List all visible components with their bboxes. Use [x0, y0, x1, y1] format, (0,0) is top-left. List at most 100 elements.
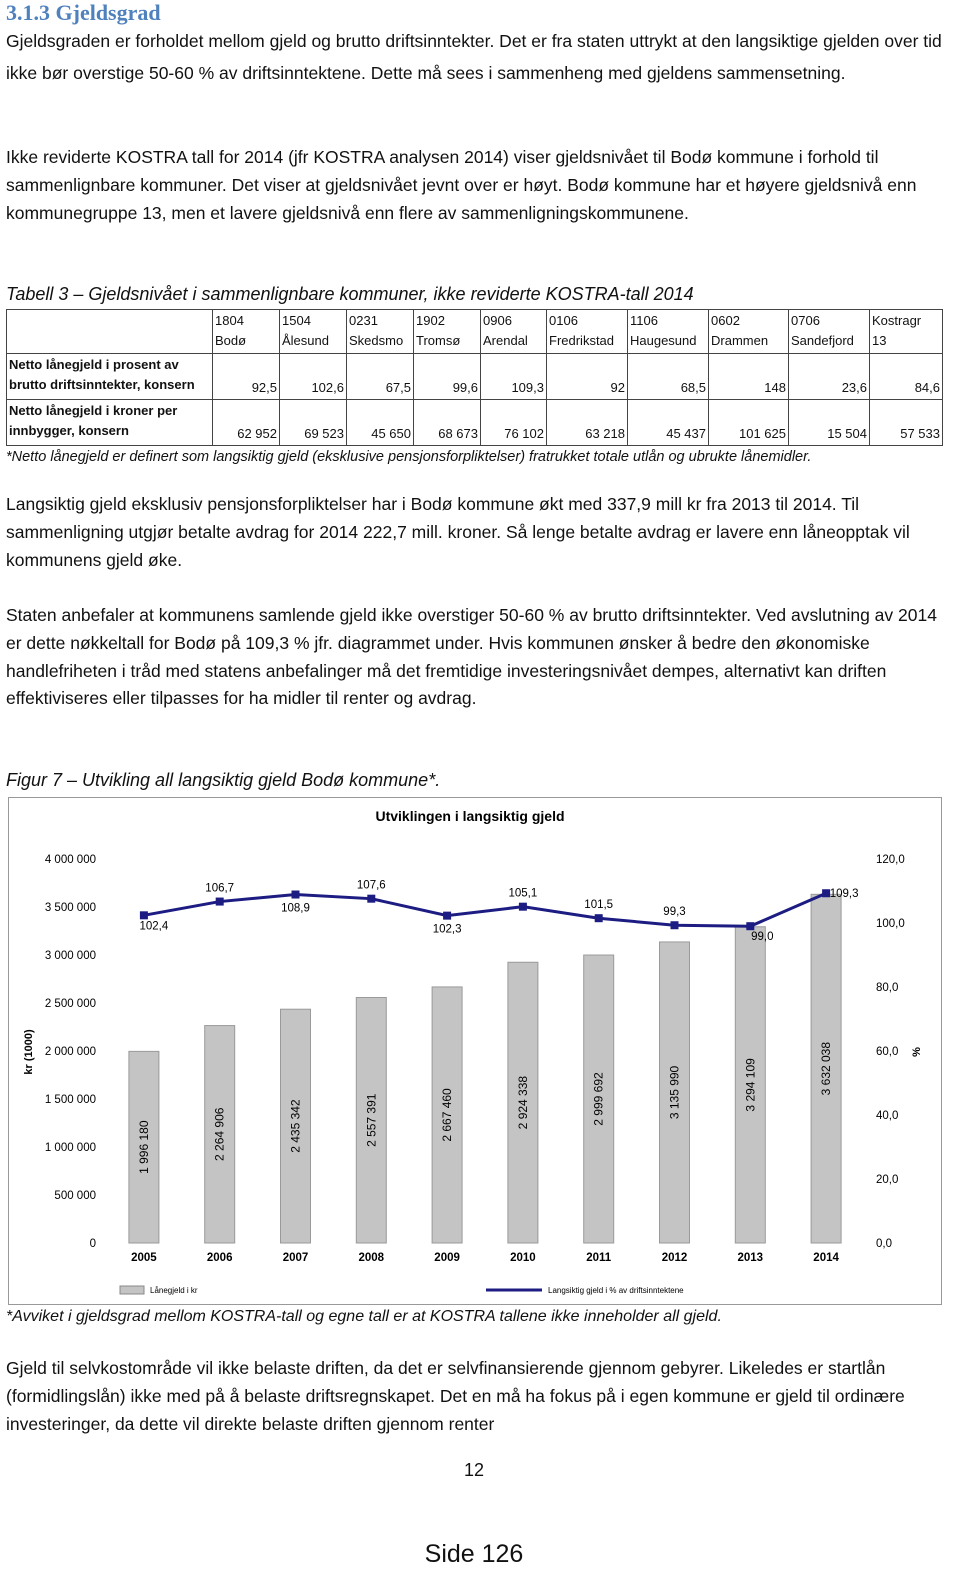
table-cell: 69 523 — [279, 399, 347, 446]
header-text: 0231 — [349, 313, 378, 328]
line-label: 105,1 — [509, 888, 538, 900]
paragraph: Staten anbefaler at kommunens samlende g… — [6, 605, 937, 709]
figure-note: *Avviket i gjeldsgrad mellom KOSTRA-tall… — [6, 1308, 722, 1325]
bar — [734, 926, 766, 1244]
line-label: 102,4 — [140, 920, 169, 932]
line-label: 99,0 — [751, 931, 773, 943]
line-label: 102,3 — [433, 924, 462, 936]
table-cell: 109,3 — [480, 353, 547, 400]
page-number: 12 — [463, 1460, 485, 1480]
y2-tick-label: 20,0 — [876, 1174, 898, 1186]
bar — [810, 893, 842, 1244]
label-text: Netto lånegjeld i kroner per — [9, 403, 178, 418]
paragraph: Ikke reviderte KOSTRA tall for 2014 (jfr… — [6, 147, 917, 223]
x-tick-label: 2012 — [662, 1252, 688, 1264]
legend-swatch — [119, 1285, 145, 1295]
line-marker — [746, 922, 755, 931]
y-tick-label: 3 500 000 — [45, 902, 96, 914]
table-cell: 99,6 — [413, 353, 481, 400]
table-cell: 45 437 — [627, 399, 709, 446]
line-label: 101,5 — [584, 899, 613, 911]
table-header-cell: 0106 Fredrikstad — [546, 309, 628, 354]
x-tick-label: 2009 — [434, 1252, 460, 1264]
table-cell: 68,5 — [627, 353, 709, 400]
bar-label: 2 557 391 — [364, 1093, 378, 1147]
line-label: 99,3 — [663, 906, 685, 918]
x-tick-label: 2013 — [738, 1252, 764, 1264]
line-marker — [443, 911, 452, 920]
bar-label: 3 135 990 — [668, 1065, 682, 1119]
table-header-cell: 1106 Haugesund — [627, 309, 709, 354]
table-cell: 57 533 — [869, 399, 943, 446]
x-tick-label: 2014 — [813, 1252, 839, 1264]
table-row-label: Netto lånegjeld i kroner per innbygger, k… — [6, 399, 213, 446]
y2-tick-label: 100,0 — [876, 918, 905, 930]
y-tick-label: 4 000 000 — [45, 854, 96, 866]
line-marker — [215, 897, 224, 906]
y2-tick-label: 120,0 — [876, 854, 905, 866]
label-text: brutto driftsinntekter, konsern — [9, 377, 195, 392]
table-cell: 101 625 — [708, 399, 789, 446]
bar — [355, 996, 387, 1244]
table-cell: 92 — [546, 353, 628, 400]
footer: Side 126 — [424, 1540, 524, 1568]
bar-label: 2 924 338 — [516, 1076, 530, 1130]
y-tick-label: 2 000 000 — [45, 1046, 96, 1058]
bar — [431, 986, 463, 1244]
table-header-cell: 0706 Sandefjord — [788, 309, 870, 354]
x-tick-label: 2008 — [359, 1252, 385, 1264]
y2-tick-label: 60,0 — [876, 1046, 898, 1058]
table: 1804 Bodø 1504 Ålesund 0231 Skedsmo 1902 Tromsø… — [6, 309, 943, 446]
x-tick-label: 2010 — [510, 1252, 536, 1264]
header-text: 0602 — [711, 313, 740, 328]
line-marker — [594, 914, 603, 923]
header-text: Bodø — [215, 333, 247, 348]
table-cell: 92,5 — [212, 353, 280, 400]
header-text: 1106 — [630, 313, 658, 328]
line-marker — [518, 902, 527, 911]
label-text: Netto lånegjeld i prosent av — [9, 357, 179, 372]
bar-label: 2 264 906 — [213, 1107, 227, 1161]
table-row: Netto lånegjeld i prosent av brutto drift… — [6, 353, 943, 400]
paragraph: Gjeld til selvkostområde vil ikke belast… — [6, 1358, 905, 1434]
table-note: *Netto lånegjeld er definert som langsik… — [6, 449, 812, 465]
line-marker — [139, 911, 148, 920]
table-cell: 63 218 — [546, 399, 628, 446]
table-header-cell: 0602 Drammen — [708, 309, 789, 354]
paragraph: Langsiktig gjeld eksklusiv pensjonsforpl… — [6, 494, 910, 570]
y-tick-label: 1 000 000 — [45, 1142, 96, 1154]
paragraph: Gjeldsgraden er forholdet mellom gjeld o… — [6, 31, 942, 83]
y2-tick-label: 0,0 — [876, 1238, 892, 1250]
y-axis-label: kr (1000) — [23, 1029, 35, 1075]
line-label: 108,9 — [281, 903, 310, 915]
table-cell: 84,6 — [869, 353, 943, 400]
bar — [583, 954, 615, 1244]
header-text: 13 — [872, 333, 887, 348]
bar-label: 3 632 038 — [819, 1042, 833, 1096]
x-tick-label: 2005 — [131, 1252, 157, 1264]
table-cell: 67,5 — [346, 353, 414, 400]
bar — [280, 1008, 311, 1244]
header-text: Arendal — [483, 333, 528, 348]
table-cell: 76 102 — [480, 399, 547, 446]
line-label: 106,7 — [205, 883, 234, 895]
header-text: Drammen — [711, 333, 769, 348]
table-cell: 102,6 — [279, 353, 347, 400]
y-tick-label: 3 000 000 — [45, 950, 96, 962]
header-text: 1504 — [282, 313, 311, 328]
line-marker — [822, 889, 831, 898]
header-text: Haugesund — [630, 333, 697, 348]
header-text: 0106 — [549, 313, 578, 328]
table-cell: 23,6 — [788, 353, 870, 400]
table-cell — [6, 309, 213, 354]
header-text: Sandefjord — [791, 333, 854, 348]
y2-axis-label: % — [911, 1047, 923, 1057]
bar — [128, 1050, 160, 1244]
table-cell: 68 673 — [413, 399, 481, 446]
table-header-cell: Kostragr 13 — [869, 309, 943, 354]
chart-title: Utviklingen i langsiktig gjeld — [375, 808, 564, 824]
table-cell: 45 650 — [346, 399, 414, 446]
header-text: 0706 — [791, 313, 820, 328]
y-tick-label: 1 500 000 — [45, 1094, 96, 1106]
table-header-row: 1804 Bodø 1504 Ålesund 0231 Skedsmo 1902 Tromsø… — [6, 309, 943, 354]
